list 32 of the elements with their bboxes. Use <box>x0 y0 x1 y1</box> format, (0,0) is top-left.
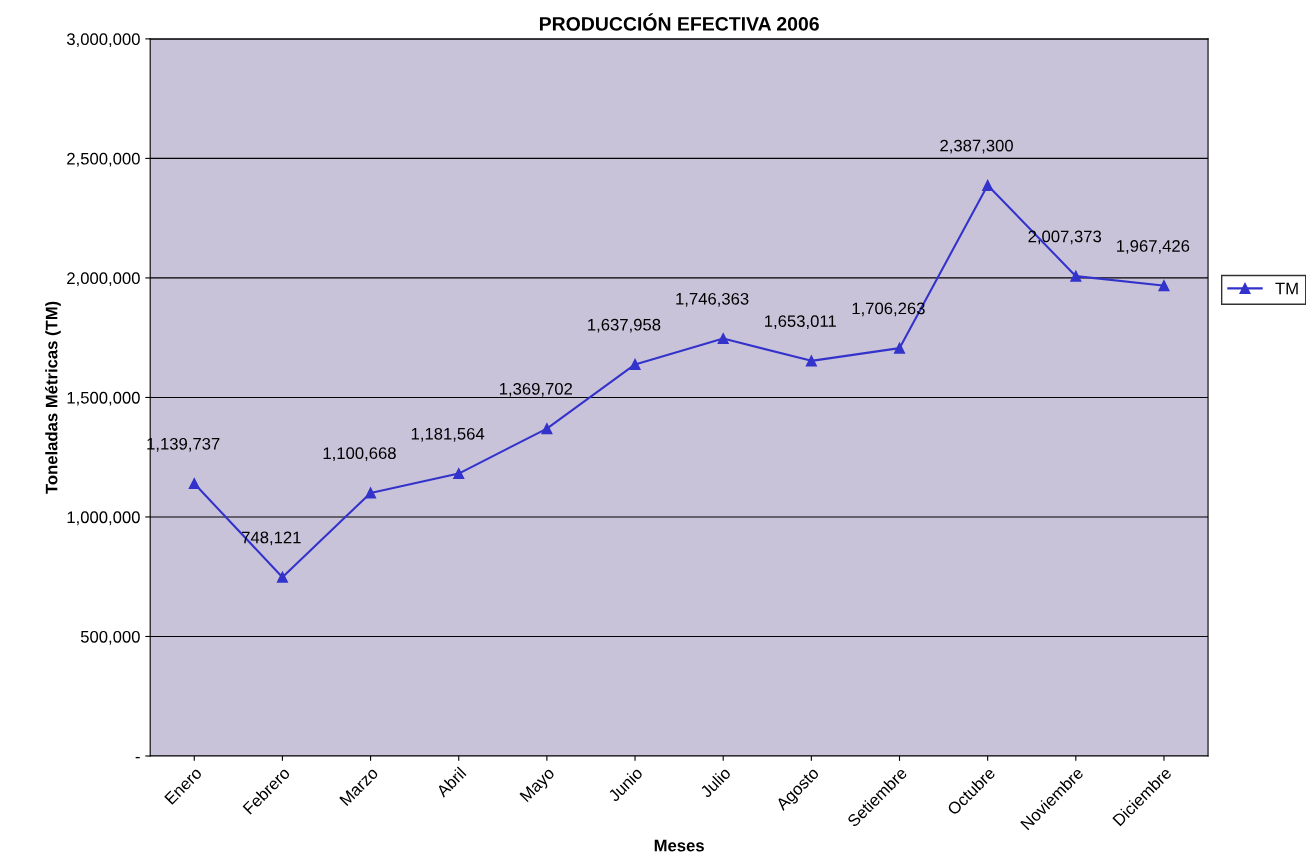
y-tick-label: - <box>135 756 140 759</box>
data-label: 2,387,300 <box>940 139 1013 154</box>
legend-label: TM <box>1275 282 1298 295</box>
chart-title: PRODUCCIÓN EFECTIVA 2006 <box>539 13 819 31</box>
y-tick-label: 2,000,000 <box>67 272 140 287</box>
data-label: 1,653,011 <box>765 315 836 329</box>
point <box>1070 270 1082 282</box>
point <box>365 487 377 499</box>
y-axis-title: Toneladas Métricas (TM) <box>45 301 61 494</box>
point <box>1158 280 1170 292</box>
point <box>541 423 553 435</box>
point <box>893 342 906 354</box>
data-label: 1,967,426 <box>1117 240 1190 254</box>
point <box>805 355 817 367</box>
x-axis-title: Meses <box>654 839 704 852</box>
point <box>276 571 288 583</box>
point <box>717 332 729 345</box>
point <box>629 358 641 371</box>
data-label: 1,746,363 <box>676 292 749 307</box>
point <box>982 179 994 191</box>
y-tick-label: 2,500,000 <box>67 152 140 167</box>
x-tick-label: Julio <box>699 766 732 799</box>
point <box>453 468 465 480</box>
data-label: 1,100,668 <box>323 447 396 462</box>
point <box>188 478 200 490</box>
data-label: 1,369,702 <box>499 382 573 397</box>
y-tick-label: 1,000,000 <box>67 511 140 526</box>
y-tick-label: 3,000,000 <box>66 33 140 48</box>
data-label: 1,181,564 <box>411 427 485 442</box>
data-label: 1,637,958 <box>588 318 661 333</box>
y-tick-label: 500,000 <box>80 630 140 645</box>
y-tick-label: 1,500,000 <box>67 391 140 406</box>
